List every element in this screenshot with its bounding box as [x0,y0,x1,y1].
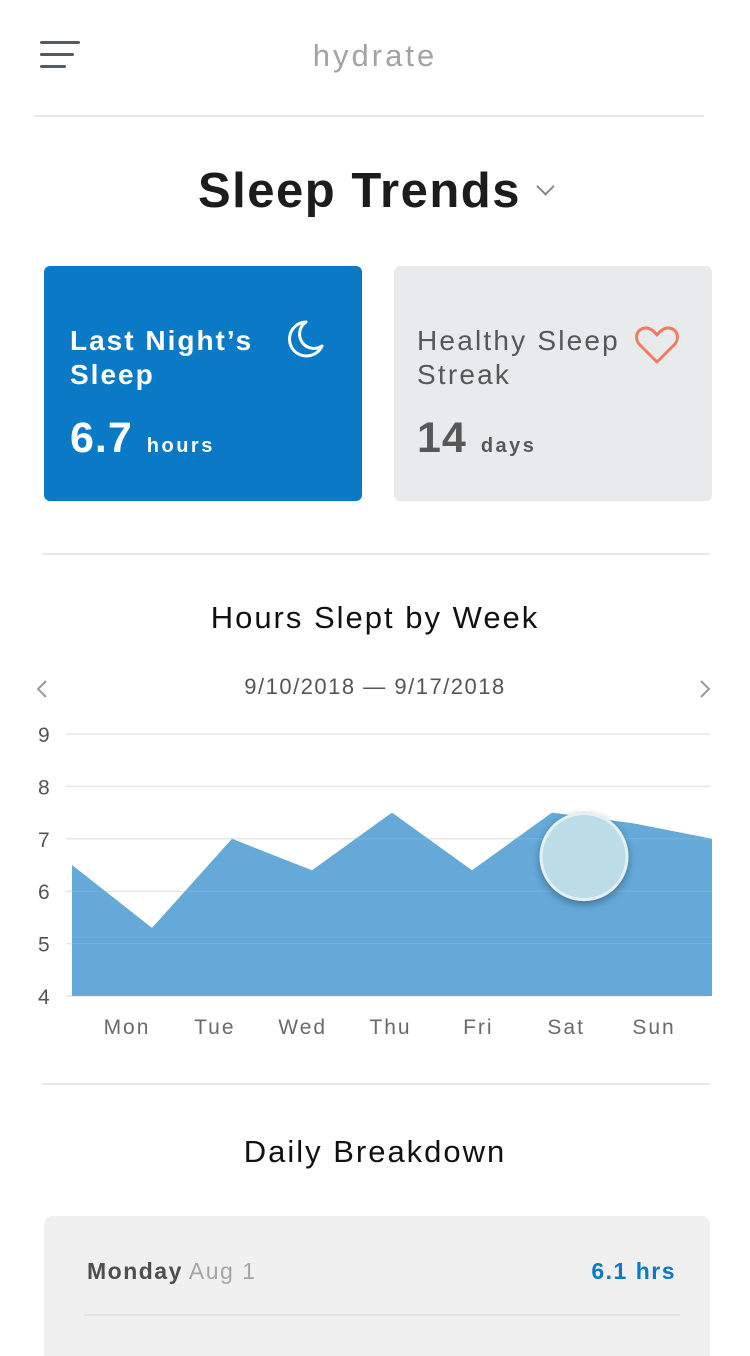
app-title: hydrate [312,38,438,73]
page-title: Sleep Trends [197,164,521,218]
day-name: Monday [87,1258,183,1284]
weekly-chart-title: Hours Slept by Week [210,600,540,635]
y-tick-label: 9 [38,724,50,747]
last-night-hours-number: 6.7 [70,414,133,462]
menu-button[interactable] [36,38,84,72]
last-night-sleep-card[interactable]: Last Night’s Sleep 6.7 hours [44,266,362,501]
streak-days-unit: days [480,435,537,457]
last-night-sleep-label: Last Night’s Sleep [70,325,254,390]
x-tick-label: Wed [278,1016,327,1039]
y-tick-label: 4 [38,986,50,1009]
section-divider [42,553,710,555]
last-night-sleep-value: 6.7 hours [70,414,215,463]
x-tick-label: Thu [369,1016,411,1039]
x-tick-label: Sun [632,1016,675,1039]
moon-icon [288,320,324,358]
chart-highlight-marker[interactable] [539,812,629,902]
x-tick-label: Fri [463,1016,494,1039]
y-tick-label: 5 [38,934,50,957]
week-date-range: 9/10/2018 — 9/17/2018 [244,674,506,699]
day-date: Aug 1 [188,1258,257,1284]
hours-slept-chart: 9 8 7 6 5 4 Mon Tue Wed Thu Fri Sat Sun [38,724,712,1039]
day-hours-value: 6.1 hrs [591,1258,676,1284]
list-item-day[interactable]: Monday Aug 1 [87,1258,257,1285]
header-divider [34,115,704,117]
y-tick-label: 8 [38,776,50,799]
daily-breakdown-list: Monday Aug 1 6.1 hrs [44,1216,710,1356]
hamburger-menu-line [40,65,66,68]
x-tick-label: Tue [194,1016,235,1039]
hamburger-menu-line [40,53,74,56]
section-divider [42,1083,710,1085]
list-divider [84,1314,680,1316]
hamburger-menu-icon [40,41,80,44]
streak-days-number: 14 [417,414,467,462]
sleep-streak-value: 14 days [417,414,536,463]
y-tick-label: 7 [38,829,50,852]
daily-breakdown-title: Daily Breakdown [243,1134,507,1169]
page-title-row[interactable]: Sleep Trends [0,163,750,219]
chevron-left-icon[interactable] [30,676,56,702]
y-tick-label: 6 [38,881,50,904]
last-night-hours-unit: hours [146,435,215,457]
chevron-down-icon[interactable] [536,177,555,196]
heart-icon [635,326,679,364]
sleep-streak-label: Healthy Sleep Streak [417,325,620,390]
chevron-right-icon[interactable] [692,676,718,702]
x-tick-label: Mon [104,1016,151,1039]
x-tick-label: Sat [547,1016,585,1039]
sleep-streak-card[interactable]: Healthy Sleep Streak 14 days [394,266,712,501]
